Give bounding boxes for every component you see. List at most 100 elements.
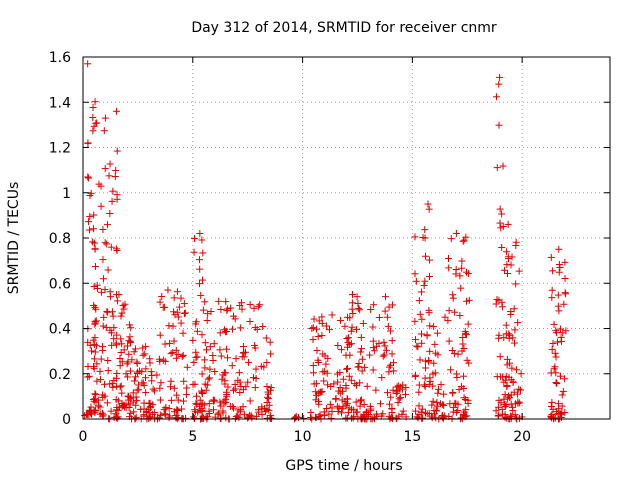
data-point [101,286,109,294]
data-point [549,267,557,275]
data-point [325,410,333,418]
data-point [338,396,346,404]
data-point [324,354,332,362]
data-point [426,322,434,330]
data-point [394,382,402,390]
data-point [91,98,99,106]
data-point [335,404,343,412]
data-point [507,400,515,408]
data-point [210,396,218,404]
data-point [99,322,107,330]
data-point [415,402,423,410]
data-point [415,411,423,419]
data-point [423,331,431,339]
data-point [264,395,272,403]
data-point [198,331,206,339]
data-point [217,352,225,360]
data-point [166,339,174,347]
data-point [372,410,380,418]
data-point [123,360,131,368]
data-point [146,355,154,363]
data-point [515,267,523,275]
data-point [561,289,569,297]
data-point [502,321,510,329]
data-point [151,387,159,395]
data-point [119,302,127,310]
data-point [125,393,133,401]
data-point [210,340,218,348]
x-tick-label: 20 [513,429,531,445]
data-point [190,235,198,243]
data-point [99,343,107,351]
data-point [383,389,391,397]
data-point [322,360,330,368]
data-point [99,411,107,419]
data-point [209,356,217,364]
data-point [313,347,321,355]
data-point [112,396,120,404]
plot-frame [82,56,611,420]
data-point [562,327,570,335]
data-point [93,119,101,127]
data-point [339,375,347,383]
data-point [421,226,429,234]
data-point [117,382,125,390]
data-point [394,399,402,407]
data-point [228,325,236,333]
data-point [224,354,232,362]
data-point [559,387,567,395]
data-point [511,326,519,334]
data-point [183,384,191,392]
data-point [117,312,125,320]
data-point [262,334,270,342]
data-point [201,339,209,347]
data-point [517,370,525,378]
data-point [236,388,244,396]
data-point [179,351,187,359]
data-point [205,407,213,415]
data-point [256,301,264,309]
data-point [217,306,225,314]
data-point [348,323,356,331]
chart-title: Day 312 of 2014, SRMTID for receiver cnm… [191,20,497,36]
data-point [107,407,115,415]
data-point [507,376,515,384]
data-point [196,280,204,288]
data-point [109,312,117,320]
data-point [172,411,180,419]
data-point [139,351,147,359]
data-point [142,365,150,373]
data-point [182,414,190,422]
data-point [110,376,118,384]
data-point [345,372,353,380]
data-point [177,319,185,327]
data-point [91,390,99,398]
data-point [505,330,513,338]
data-point [346,314,354,322]
data-point [367,407,375,415]
data-point [127,339,135,347]
data-point [425,306,433,314]
data-point [231,315,239,323]
data-point [318,313,326,321]
data-point [252,365,260,373]
data-point [440,390,448,398]
data-point [357,397,365,405]
data-point [113,414,121,422]
data-points [81,60,570,423]
data-point [118,402,126,410]
data-point [85,372,93,380]
data-point [92,342,100,350]
data-point [549,405,557,413]
data-point [511,411,519,419]
data-point [451,308,459,316]
data-point [353,293,361,301]
data-point [398,410,406,418]
data-point [334,408,342,416]
data-point [182,391,190,399]
data-point [393,383,401,391]
data-point [180,309,188,317]
data-point [196,265,204,273]
data-point [109,383,117,391]
data-point [336,389,344,397]
